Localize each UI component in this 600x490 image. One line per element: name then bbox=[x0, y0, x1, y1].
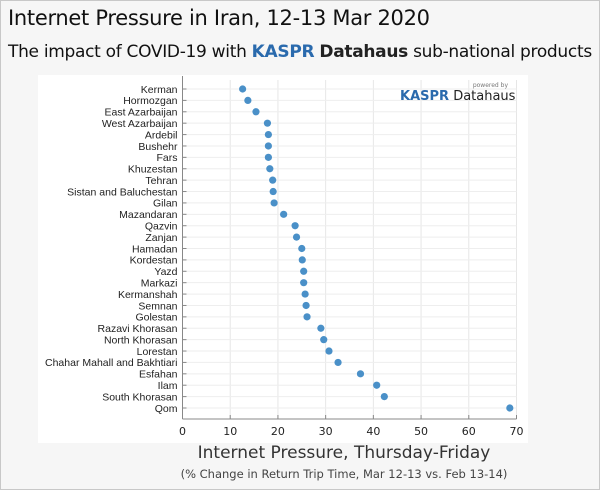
y-tick-label: Kordestan bbox=[130, 255, 178, 267]
kaspr-logo: powered by KASPR Datahaus bbox=[400, 82, 515, 104]
y-tick-label: Qazvin bbox=[145, 221, 178, 233]
data-point bbox=[380, 393, 388, 401]
data-point bbox=[506, 404, 514, 412]
data-point bbox=[292, 233, 301, 241]
y-tick-label: Sistan and Baluchestan bbox=[67, 186, 177, 198]
y-tick-label: Qom bbox=[155, 403, 178, 415]
x-tick-label: 30 bbox=[319, 425, 333, 438]
y-tick-label: Mazandaran bbox=[119, 209, 178, 221]
data-point bbox=[303, 313, 311, 321]
data-point bbox=[317, 324, 325, 332]
data-point bbox=[300, 279, 308, 287]
y-tick-label: Esfahan bbox=[139, 369, 178, 381]
data-point bbox=[325, 347, 333, 355]
data-point bbox=[269, 187, 277, 196]
y-tick-label: Gilan bbox=[153, 198, 178, 210]
logo-datahaus: Datahaus bbox=[453, 89, 516, 104]
y-tick-label: Fars bbox=[157, 152, 178, 164]
data-point bbox=[291, 222, 299, 230]
y-tick-label: Tehran bbox=[145, 175, 177, 187]
y-tick-label: Lorestan bbox=[137, 346, 178, 358]
x-tick-label: 20 bbox=[271, 425, 285, 438]
x-tick-label: 60 bbox=[462, 425, 476, 438]
data-point bbox=[300, 267, 308, 275]
data-point bbox=[252, 108, 260, 116]
data-point bbox=[356, 370, 365, 378]
y-tick-label: Khuzestan bbox=[128, 164, 178, 176]
y-tick-label: Markazi bbox=[141, 277, 178, 289]
y-tick-label: Ardebil bbox=[145, 129, 178, 141]
y-tick-label: Golestan bbox=[135, 312, 177, 324]
y-tick-label: South Khorasan bbox=[102, 391, 177, 403]
data-point bbox=[302, 301, 310, 310]
x-tick-label: 40 bbox=[366, 425, 380, 438]
subtitle-text-end: sub-national products bbox=[407, 42, 592, 62]
y-tick-label: Hormozgan bbox=[123, 95, 177, 107]
data-point bbox=[270, 199, 278, 207]
subtitle-brand-kaspr: KASPR bbox=[251, 42, 315, 62]
x-tick-label: 0 bbox=[179, 425, 186, 438]
data-point bbox=[301, 290, 309, 298]
data-point bbox=[373, 381, 381, 389]
subtitle-brand-datahaus: Datahaus bbox=[319, 42, 408, 62]
x-tick-label: 50 bbox=[414, 425, 428, 438]
data-point bbox=[264, 130, 272, 139]
y-tick-label: Ilam bbox=[158, 380, 178, 392]
y-tick-label: West Azarbaijan bbox=[102, 118, 178, 130]
data-point bbox=[298, 244, 306, 253]
y-tick-label: East Azarbaijan bbox=[105, 107, 178, 119]
data-point bbox=[239, 85, 247, 93]
data-point bbox=[320, 336, 328, 344]
x-axis-label: Internet Pressure, Thursday-Friday bbox=[197, 443, 491, 463]
data-point bbox=[264, 142, 272, 150]
data-point bbox=[263, 119, 272, 127]
data-point bbox=[266, 165, 274, 173]
data-point bbox=[298, 256, 306, 264]
y-tick-label: Kerman bbox=[141, 84, 178, 96]
y-tick-label: Kermanshah bbox=[118, 289, 178, 301]
x-tick-label: 70 bbox=[510, 425, 524, 438]
data-point bbox=[269, 176, 277, 184]
x-axis-sublabel: (% Change in Return Trip Time, Mar 12-13… bbox=[180, 467, 508, 481]
y-tick-label: Semnan bbox=[138, 300, 177, 312]
y-tick-label: Yazd bbox=[154, 266, 177, 278]
y-tick-label: North Khorasan bbox=[104, 334, 178, 346]
data-point bbox=[264, 153, 272, 161]
y-tick-label: Razavi Khorasan bbox=[98, 323, 178, 335]
data-point bbox=[280, 210, 288, 218]
data-point bbox=[244, 96, 252, 104]
y-tick-label: Bushehr bbox=[138, 141, 178, 153]
subtitle-text: The impact of COVID-19 with bbox=[8, 42, 252, 62]
x-tick-label: 10 bbox=[223, 425, 237, 438]
data-point bbox=[334, 358, 342, 367]
chart-subtitle: The impact of COVID-19 with KASPR Dataha… bbox=[8, 42, 592, 62]
logo-powered-by: powered by bbox=[472, 82, 508, 89]
y-tick-label: Hamadan bbox=[132, 243, 178, 255]
plot-panel bbox=[38, 75, 528, 443]
y-tick-label: Zanjan bbox=[145, 232, 177, 244]
logo-kaspr: KASPR bbox=[400, 89, 450, 104]
chart-title: Internet Pressure in Iran, 12-13 Mar 202… bbox=[8, 6, 430, 30]
y-tick-label: Chahar Mahall and Bakhtiari bbox=[45, 357, 178, 369]
